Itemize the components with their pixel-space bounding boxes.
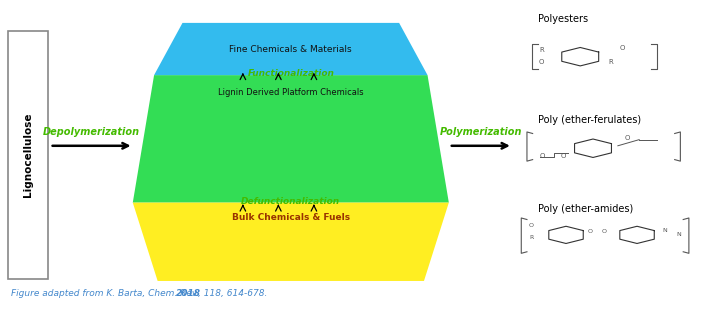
Polygon shape bbox=[133, 203, 448, 281]
Polygon shape bbox=[133, 75, 448, 203]
Text: O: O bbox=[625, 135, 630, 141]
Text: O: O bbox=[529, 223, 534, 228]
Bar bbox=[9, 31, 48, 279]
Text: R: R bbox=[539, 47, 544, 53]
Text: R: R bbox=[529, 236, 533, 241]
Polygon shape bbox=[154, 23, 428, 75]
Text: Lignin Derived Platform Chemicals: Lignin Derived Platform Chemicals bbox=[218, 87, 364, 96]
Text: O: O bbox=[540, 153, 545, 159]
Text: Polymerization: Polymerization bbox=[439, 127, 522, 137]
Text: Functionalization: Functionalization bbox=[247, 69, 334, 78]
Text: Depolymerization: Depolymerization bbox=[43, 127, 140, 137]
Text: Bulk Chemicals & Fuels: Bulk Chemicals & Fuels bbox=[232, 213, 350, 222]
Text: O: O bbox=[539, 60, 545, 65]
Text: R: R bbox=[609, 60, 613, 65]
Text: 2018: 2018 bbox=[176, 289, 201, 298]
Text: Poly (ether-ferulates): Poly (ether-ferulates) bbox=[538, 115, 641, 125]
Text: Polyesters: Polyesters bbox=[538, 14, 588, 24]
Text: N: N bbox=[676, 232, 681, 237]
Text: , 118, 614-678.: , 118, 614-678. bbox=[198, 289, 267, 298]
Text: Lignocellulose: Lignocellulose bbox=[23, 113, 33, 197]
Text: O: O bbox=[588, 229, 593, 234]
Text: Defunctionalization: Defunctionalization bbox=[241, 197, 340, 206]
Text: N: N bbox=[662, 228, 667, 233]
Text: O: O bbox=[602, 229, 607, 234]
Text: O: O bbox=[620, 45, 625, 51]
Text: O: O bbox=[561, 153, 566, 159]
Text: Fine Chemicals & Materials: Fine Chemicals & Materials bbox=[230, 45, 352, 54]
Text: Poly (ether-amides): Poly (ether-amides) bbox=[538, 204, 633, 214]
Text: Figure adapted from K. Barta, Chem. Rev.: Figure adapted from K. Barta, Chem. Rev. bbox=[11, 289, 202, 298]
